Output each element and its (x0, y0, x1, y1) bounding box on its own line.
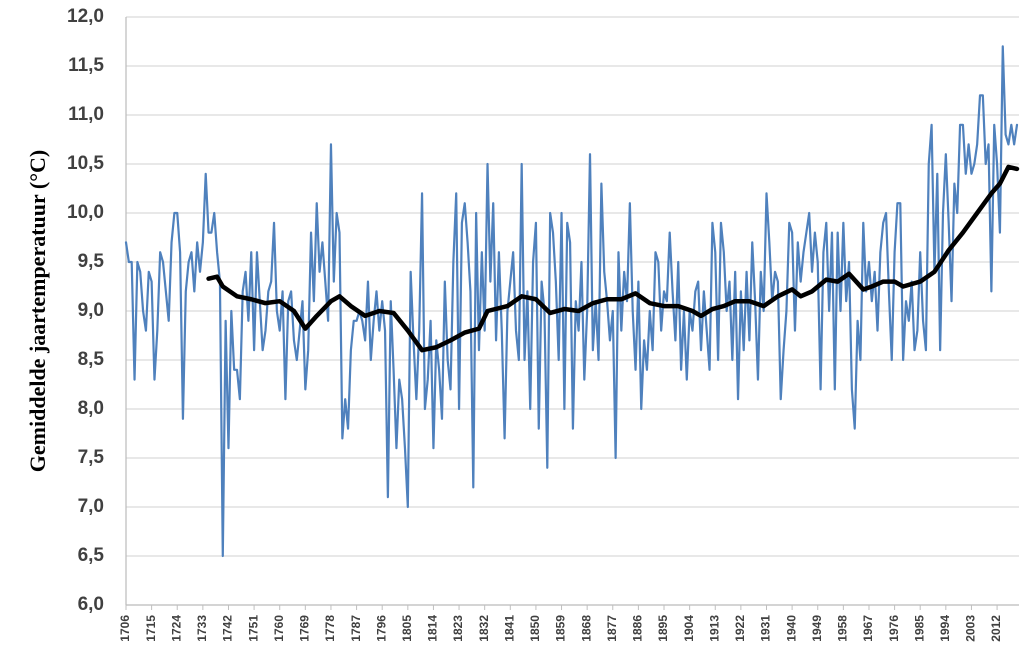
x-tick-label: 1751 (246, 615, 260, 642)
y-tick-label: 10,5 (67, 153, 104, 174)
x-tick-label: 1778 (323, 615, 337, 642)
x-tick-label: 1886 (631, 615, 645, 642)
x-tick-label: 1787 (349, 615, 363, 642)
x-tick-label: 2012 (989, 615, 1003, 642)
y-axis-title: Gemiddelde jaartemperatuur (°C) (25, 150, 50, 472)
x-tick-label: 1832 (477, 615, 491, 642)
x-tick-label: 1922 (733, 615, 747, 642)
x-tick-label: 1823 (451, 615, 465, 642)
x-tick-label: 1760 (272, 615, 286, 642)
x-tick-label: 1931 (759, 615, 773, 642)
x-tick-label: 1715 (144, 615, 158, 642)
x-tick-label: 1850 (528, 615, 542, 642)
data-line (124, 45, 1019, 558)
y-tick-label: 12,0 (67, 6, 104, 27)
y-tick-label: 9,5 (78, 251, 105, 272)
x-tick-label: 1976 (887, 615, 901, 642)
y-tick-label: 8,0 (78, 398, 104, 419)
x-tick-label: 1724 (169, 615, 183, 642)
x-tick-label: 1877 (605, 615, 619, 642)
x-tick-label: 1994 (938, 615, 952, 642)
x-tick-label: 1859 (554, 615, 568, 642)
x-tick-label: 1796 (374, 615, 388, 642)
y-tick-label: 9,0 (78, 300, 104, 321)
x-tick-label: 1841 (502, 615, 516, 642)
y-tick-label: 6,0 (78, 594, 104, 615)
y-tick-label: 6,5 (78, 545, 105, 566)
x-tick-label: 1706 (118, 615, 132, 642)
x-tick-label: 1742 (221, 615, 235, 642)
x-tick-label: 1895 (656, 615, 670, 642)
x-tick-label: 2003 (964, 615, 978, 642)
y-tick-label: 7,0 (78, 496, 104, 517)
x-tick-label: 1805 (400, 615, 414, 642)
y-tick-label: 8,5 (78, 349, 105, 370)
x-tick-label: 1913 (707, 615, 721, 642)
x-tick-label: 1904 (682, 615, 696, 642)
y-tick-label: 11,0 (68, 104, 104, 125)
y-tick-label: 11,5 (68, 55, 104, 76)
y-tick-label: 7,5 (78, 447, 105, 468)
x-tick-label: 1868 (579, 615, 593, 642)
y-tick-label: 10,0 (67, 202, 104, 223)
x-tick-label: 1733 (195, 615, 209, 642)
x-tick-label: 1967 (861, 615, 875, 642)
x-tick-label: 1769 (298, 615, 312, 642)
x-tick-label: 1814 (426, 615, 440, 642)
x-tick-label: 1958 (836, 615, 850, 642)
x-tick-label: 1940 (784, 615, 798, 642)
x-tick-label: 1985 (912, 615, 926, 642)
data-line (206, 164, 1020, 353)
x-tick-label: 1949 (810, 615, 824, 642)
